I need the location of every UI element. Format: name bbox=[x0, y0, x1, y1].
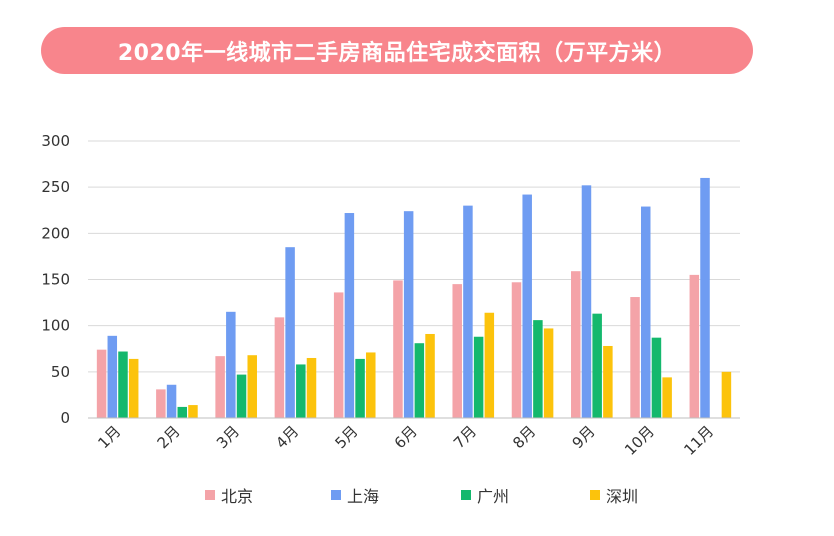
y-tick-label: 150 bbox=[41, 271, 70, 289]
bar bbox=[640, 206, 651, 418]
x-tick-label: 5月 bbox=[331, 422, 361, 452]
x-tick-label: 1月 bbox=[94, 422, 124, 452]
legend-swatch-shanghai bbox=[331, 490, 341, 500]
bar bbox=[166, 384, 177, 418]
bar bbox=[630, 297, 640, 418]
bar bbox=[333, 292, 344, 418]
bar bbox=[581, 185, 592, 418]
bar bbox=[603, 345, 613, 418]
bar bbox=[355, 358, 365, 418]
bar bbox=[543, 328, 554, 418]
legend-swatch-beijing bbox=[205, 490, 215, 500]
y-tick-label: 100 bbox=[41, 317, 70, 335]
legend-swatch-shenzhen bbox=[590, 490, 600, 500]
bar bbox=[522, 194, 532, 418]
x-tick-label: 8月 bbox=[509, 422, 539, 452]
chart-title-banner: 2020年一线城市二手房商品住宅成交面积（万平方米） bbox=[41, 27, 753, 74]
bar bbox=[533, 320, 543, 418]
bar bbox=[306, 357, 317, 418]
y-tick-label: 0 bbox=[60, 409, 70, 427]
bar bbox=[118, 351, 128, 418]
y-tick-label: 300 bbox=[41, 132, 70, 150]
bar bbox=[247, 355, 257, 418]
bar bbox=[156, 389, 166, 418]
bar bbox=[700, 177, 710, 418]
bar bbox=[296, 364, 306, 418]
bar bbox=[571, 271, 581, 418]
legend-item-beijing: 北京 bbox=[205, 483, 253, 507]
y-tick-label: 50 bbox=[51, 363, 70, 381]
y-tick-label: 250 bbox=[41, 178, 70, 196]
bar bbox=[274, 317, 285, 418]
bar bbox=[188, 405, 198, 418]
bar bbox=[721, 371, 732, 418]
legend-swatch-guangzhou bbox=[461, 490, 471, 500]
bar bbox=[414, 343, 425, 418]
bar bbox=[177, 406, 188, 418]
x-tick-label: 2月 bbox=[154, 422, 184, 452]
bar bbox=[511, 282, 522, 418]
x-tick-label: 7月 bbox=[450, 422, 480, 452]
bar bbox=[366, 352, 376, 418]
legend-label-shanghai: 上海 bbox=[347, 487, 380, 506]
bar bbox=[128, 358, 139, 418]
legend-item-guangzhou: 广州 bbox=[461, 483, 509, 507]
bar bbox=[226, 311, 236, 418]
legend-item-shenzhen: 深圳 bbox=[590, 483, 638, 507]
bar bbox=[393, 280, 403, 418]
bar bbox=[215, 356, 225, 418]
bar bbox=[107, 335, 118, 418]
bar bbox=[452, 284, 462, 418]
bar bbox=[473, 336, 484, 418]
x-tick-label: 10月 bbox=[621, 422, 658, 459]
bar bbox=[662, 377, 672, 418]
bar bbox=[403, 211, 414, 418]
bar bbox=[344, 213, 355, 418]
bar bbox=[592, 313, 602, 418]
bar bbox=[285, 247, 295, 418]
legend-label-guangzhou: 广州 bbox=[477, 487, 510, 506]
bar bbox=[484, 312, 495, 418]
x-tick-label: 9月 bbox=[569, 422, 599, 452]
legend-item-shanghai: 上海 bbox=[331, 483, 379, 507]
bar bbox=[236, 374, 247, 418]
bar bbox=[96, 349, 107, 418]
legend-label-beijing: 北京 bbox=[221, 487, 254, 506]
bar bbox=[689, 274, 700, 418]
bar bbox=[463, 205, 473, 418]
x-tick-label: 6月 bbox=[391, 422, 421, 452]
bar bbox=[425, 333, 435, 418]
y-tick-label: 200 bbox=[41, 224, 70, 242]
bar bbox=[651, 337, 662, 418]
x-tick-label: 11月 bbox=[680, 422, 717, 459]
legend-label-shenzhen: 深圳 bbox=[606, 487, 639, 506]
x-tick-label: 4月 bbox=[272, 422, 302, 452]
x-tick-label: 3月 bbox=[213, 422, 243, 452]
chart-title: 2020年一线城市二手房商品住宅成交面积（万平方米） bbox=[117, 40, 677, 66]
